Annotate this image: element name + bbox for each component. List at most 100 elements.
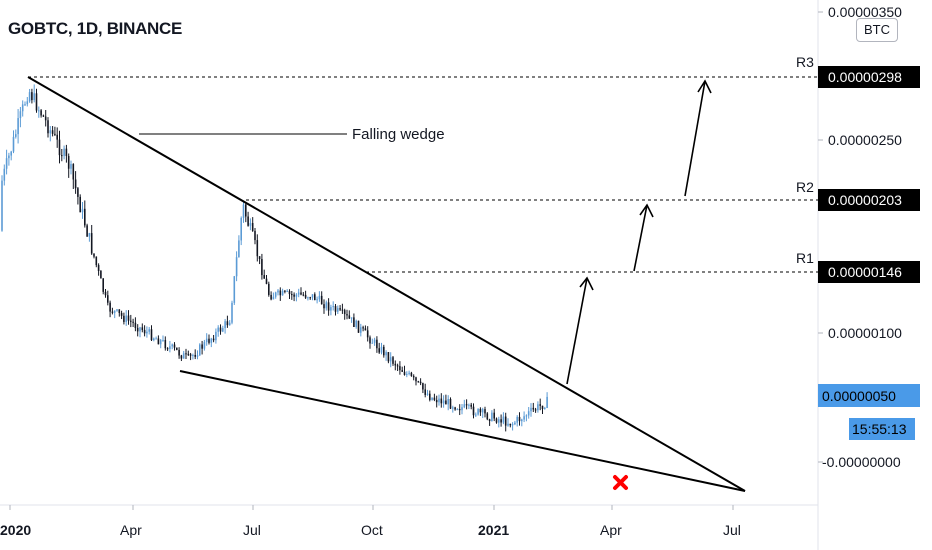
candle-body xyxy=(173,344,176,348)
candle-body xyxy=(394,363,397,366)
candle-body xyxy=(516,416,518,423)
candle-body xyxy=(201,344,203,349)
candle-body xyxy=(481,409,484,413)
wedge-lower-line[interactable] xyxy=(179,370,746,492)
level-r1-value-box xyxy=(818,261,920,283)
candle-body xyxy=(399,366,401,371)
candle-body xyxy=(88,233,91,237)
candle-body xyxy=(392,357,394,364)
candle-body xyxy=(146,331,148,334)
candle-body xyxy=(17,118,19,135)
wedge-upper-line[interactable] xyxy=(27,76,746,492)
arrow-to-r3-head xyxy=(697,79,712,94)
candle-body xyxy=(314,294,316,301)
candle-body xyxy=(49,130,52,134)
candle-body xyxy=(113,310,116,313)
level-r2-value-box xyxy=(818,189,920,211)
candle-body xyxy=(164,339,167,349)
candle-body xyxy=(385,352,387,356)
candle-body xyxy=(116,309,118,311)
candle-body xyxy=(90,233,93,254)
x-tick-apr-2021: Apr xyxy=(600,522,622,538)
candle-body xyxy=(456,409,459,411)
candle-body xyxy=(24,104,26,106)
candle-body xyxy=(21,104,24,112)
candle-body xyxy=(169,346,171,349)
candle-body xyxy=(166,348,169,350)
candle-body xyxy=(245,204,247,217)
candle-body xyxy=(307,297,309,299)
candle-body xyxy=(327,302,330,311)
candle-body xyxy=(93,253,95,257)
candle-body xyxy=(532,407,535,410)
candle-body xyxy=(104,291,107,296)
currency-badge[interactable]: BTC xyxy=(856,18,898,42)
candle-body xyxy=(424,389,426,395)
candle-body xyxy=(323,304,325,309)
candle-body xyxy=(111,311,114,313)
candle-body xyxy=(412,375,415,378)
candle-body xyxy=(325,302,328,309)
candle-body xyxy=(194,355,196,357)
candle-body xyxy=(254,230,256,241)
arrow-to-r2 xyxy=(633,204,648,272)
candle-body xyxy=(369,337,371,344)
y-tick-100: 0.00000100 xyxy=(828,325,902,341)
candle-body xyxy=(442,400,445,404)
candle-body xyxy=(309,297,311,299)
candle-body xyxy=(171,344,173,347)
candle-body xyxy=(488,419,491,421)
candle-body xyxy=(182,353,185,359)
candle-body xyxy=(127,315,130,321)
candle-body xyxy=(268,283,270,295)
candle-body xyxy=(219,327,222,332)
candle-body xyxy=(1,180,3,231)
candle-body xyxy=(150,329,153,341)
candle-body xyxy=(265,278,268,284)
candle-body xyxy=(500,419,502,423)
candle-body xyxy=(387,352,390,362)
candle-body xyxy=(261,259,263,276)
candle-body xyxy=(438,398,440,403)
candle-body xyxy=(97,265,100,271)
candle-body xyxy=(134,322,137,328)
level-r3-value: 0.00000298 xyxy=(828,69,902,85)
candle-body xyxy=(279,290,282,296)
candle-body xyxy=(72,164,75,180)
candle-body xyxy=(139,327,141,332)
candle-body xyxy=(281,290,284,296)
candle-body xyxy=(10,151,12,156)
candle-body xyxy=(429,393,431,400)
candle-body xyxy=(159,340,162,345)
candle-body xyxy=(12,136,15,152)
candle-body xyxy=(231,302,233,323)
level-r1-label: R1 xyxy=(796,250,814,266)
candle-body xyxy=(205,338,208,343)
candle-body xyxy=(249,223,252,226)
candle-body xyxy=(458,409,461,411)
candle-body xyxy=(546,396,548,408)
candle-body xyxy=(311,294,314,298)
candle-body xyxy=(38,110,40,112)
candle-body xyxy=(445,400,447,405)
candle-body xyxy=(403,371,406,375)
candle-body xyxy=(217,327,219,332)
candle-body xyxy=(95,256,98,266)
candle-body xyxy=(286,291,288,293)
candle-body xyxy=(348,315,351,319)
candle-body xyxy=(84,208,86,226)
candle-body xyxy=(514,422,516,425)
candle-body xyxy=(141,327,144,330)
candle-body xyxy=(277,290,279,293)
candle-body xyxy=(346,314,348,316)
candle-body xyxy=(373,339,376,343)
candle-body xyxy=(65,148,68,157)
candle-body xyxy=(293,294,295,297)
candle-body xyxy=(316,299,318,301)
level-r2-label: R2 xyxy=(796,179,814,195)
candle-body xyxy=(256,240,259,257)
candle-body xyxy=(422,383,424,390)
level-r1-value: 0.00000146 xyxy=(828,264,902,280)
candle-body xyxy=(498,419,500,423)
